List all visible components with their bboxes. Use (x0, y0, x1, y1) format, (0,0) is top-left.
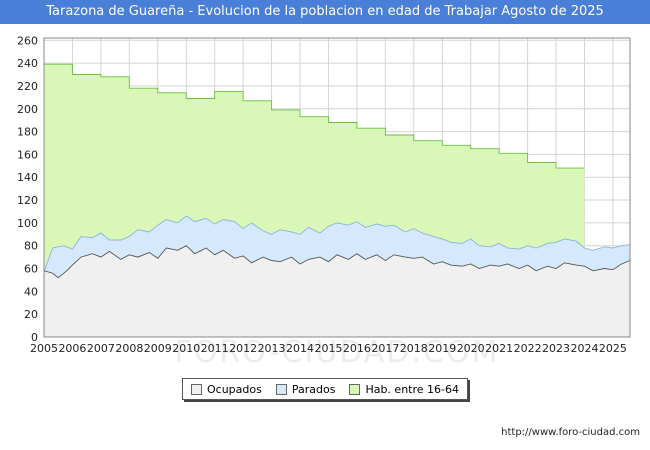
legend-item-hab: Hab. entre 16-64 (349, 383, 459, 396)
y-tick-label: 160 (17, 148, 38, 161)
x-tick-label: 2007 (87, 342, 115, 355)
x-tick-label: 2005 (30, 342, 58, 355)
legend-label-ocupados: Ocupados (206, 382, 262, 396)
y-tick-label: 40 (24, 285, 38, 298)
series-lines (43, 63, 631, 279)
y-tick-label: 20 (24, 308, 38, 321)
x-tick-label: 2022 (514, 342, 542, 355)
chart-title: Tarazona de Guareña - Evolucion de la po… (0, 0, 650, 24)
x-tick-label: 2011 (201, 342, 229, 355)
watermark: FORO-CIUDAD.COM (175, 335, 500, 370)
y-tick-label: 240 (17, 57, 38, 70)
y-tick-label: 100 (17, 217, 38, 230)
line-parados (43, 215, 631, 273)
x-tick-label: 2008 (115, 342, 143, 355)
x-tick-label: 2009 (144, 342, 172, 355)
line-ocupados (43, 245, 631, 279)
footer-url[interactable]: http://www.foro-ciudad.com (501, 427, 640, 438)
x-tick-label: 2013 (258, 342, 286, 355)
legend-label-hab: Hab. entre 16-64 (365, 382, 459, 396)
x-tick-label: 2015 (314, 342, 342, 355)
line-hab-entre-16-64 (44, 63, 585, 169)
y-tick-label: 140 (17, 171, 38, 184)
x-tick-label: 2018 (400, 342, 428, 355)
x-tick-label: 2014 (286, 342, 314, 355)
x-tick-label: 2025 (599, 342, 627, 355)
x-tick-label: 2020 (457, 342, 485, 355)
legend: Ocupados Parados Hab. entre 16-64 (182, 378, 468, 400)
plot-frame (43, 37, 631, 338)
axis-labels: 0 20 40 60 80 100 120 140 160 180 200 220 240 260 2005… (17, 34, 627, 355)
x-tick-label: 2024 (570, 342, 598, 355)
x-tick-label: 2010 (172, 342, 200, 355)
legend-swatch-hab (349, 383, 361, 395)
x-tick-label: 2023 (542, 342, 570, 355)
y-tick-label: 120 (17, 194, 38, 207)
legend-label-parados: Parados (291, 382, 336, 396)
y-tick-label: 60 (24, 263, 38, 276)
x-tick-label: 2017 (371, 342, 399, 355)
x-tick-label: 2019 (428, 342, 456, 355)
legend-item-ocupados: Ocupados (190, 382, 262, 396)
y-tick-label: 220 (17, 80, 38, 93)
y-tick-label: 0 (31, 331, 38, 344)
y-tick-label: 180 (17, 126, 38, 139)
y-tick-label: 260 (17, 34, 38, 47)
y-tick-label: 80 (24, 240, 38, 253)
legend-item-parados: Parados (275, 382, 336, 396)
legend-swatch-ocupados (190, 383, 202, 395)
x-tick-label: 2021 (485, 342, 513, 355)
y-tick-label: 200 (17, 103, 38, 116)
x-tick-label: 2016 (343, 342, 371, 355)
legend-swatch-parados (275, 383, 287, 395)
x-tick-label: 2006 (58, 342, 86, 355)
area-ocupados (44, 245, 630, 337)
x-tick-label: 2012 (229, 342, 257, 355)
